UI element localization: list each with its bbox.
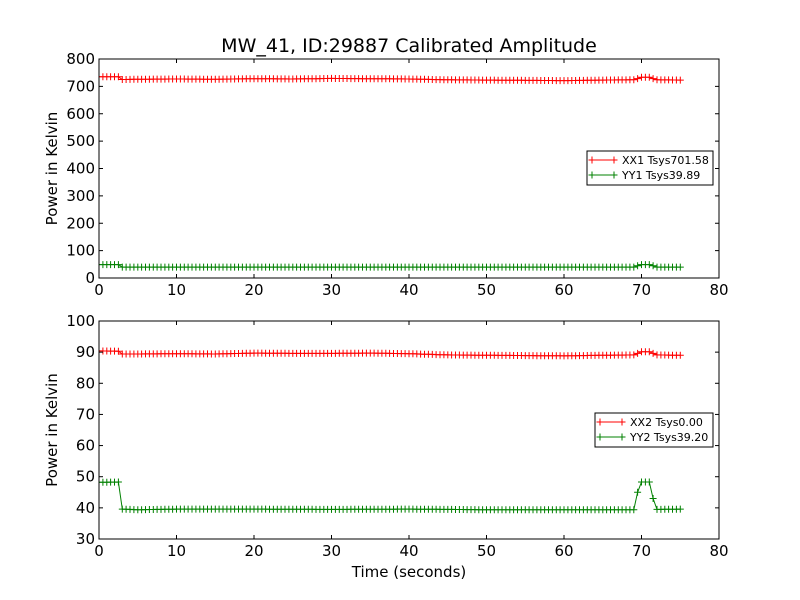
chart-title: MW_41, ID:29887 Calibrated Amplitude — [221, 35, 597, 57]
y-tick-label: 500 — [66, 132, 95, 150]
y-tick-label: 200 — [66, 214, 95, 232]
x-tick-label: 30 — [322, 542, 341, 560]
x-tick-label: 80 — [709, 281, 728, 299]
series-markers-1 — [99, 73, 684, 85]
y-tick-label: 100 — [66, 312, 95, 330]
x-tick-label: 80 — [709, 542, 728, 560]
series-markers-1 — [99, 347, 684, 360]
y-tick-label: 700 — [66, 77, 95, 95]
x-tick-label: 0 — [94, 542, 104, 560]
x-tick-label: 40 — [399, 281, 418, 299]
legend-label: YY1 Tsys39.89 — [621, 169, 700, 182]
x-tick-label: 10 — [167, 281, 186, 299]
legend-label: YY2 Tsys39.20 — [629, 431, 708, 444]
x-tick-label: 50 — [477, 542, 496, 560]
series-group — [99, 73, 684, 271]
y-tick-label: 50 — [76, 468, 95, 486]
x-tick-label: 10 — [167, 542, 186, 560]
x-tick-label: 20 — [244, 281, 263, 299]
y-tick-label: 90 — [76, 343, 95, 361]
y-axis-label: Power in Kelvin — [43, 112, 61, 226]
legend-marker — [588, 171, 618, 179]
y-tick-label: 30 — [76, 530, 95, 548]
x-axis-label: Time (seconds) — [351, 563, 467, 581]
legend-marker — [596, 418, 626, 426]
legend-box — [586, 150, 714, 186]
legend: XX2 Tsys0.00 YY2 Tsys39.20 — [594, 412, 714, 448]
y-tick-label: 40 — [76, 499, 95, 517]
series-markers-2 — [99, 478, 684, 514]
legend: XX1 Tsys701.58 YY1 Tsys39.89 — [586, 150, 714, 186]
x-tick-label: 20 — [244, 542, 263, 560]
subplot-2: Power in Kelvin Time (seconds) 0 10 20 30 40 50… — [43, 312, 729, 581]
x-tick-label: 50 — [477, 281, 496, 299]
series-line-2 — [99, 481, 681, 511]
x-tick-label: 40 — [399, 542, 418, 560]
x-tick-label: 0 — [94, 281, 104, 299]
x-tick-label: 60 — [554, 542, 573, 560]
legend-label: XX2 Tsys0.00 — [630, 416, 703, 429]
x-tick-label: 60 — [554, 281, 573, 299]
y-tick-label: 800 — [66, 50, 95, 68]
y-tick-label: 70 — [76, 405, 95, 423]
subplot-1: MW_41, ID:29887 Calibrated Amplitude Powe… — [43, 35, 729, 299]
y-tick-label: 0 — [85, 269, 95, 287]
series-group — [99, 347, 684, 514]
y-tick-label: 600 — [66, 105, 95, 123]
y-axis-label: Power in Kelvin — [43, 373, 61, 487]
legend-marker — [596, 433, 626, 441]
x-tick-label: 30 — [322, 281, 341, 299]
x-tick-label: 70 — [632, 281, 651, 299]
legend-label: XX1 Tsys701.58 — [622, 154, 709, 167]
y-tick-label: 80 — [76, 374, 95, 392]
x-tick-label: 70 — [632, 542, 651, 560]
legend-marker — [588, 156, 618, 164]
legend-box — [594, 412, 714, 448]
y-tick-label: 60 — [76, 437, 95, 455]
y-tick-label: 100 — [66, 242, 95, 260]
y-tick-label: 400 — [66, 160, 95, 178]
series-markers-2 — [99, 261, 684, 271]
y-tick-label: 300 — [66, 187, 95, 205]
